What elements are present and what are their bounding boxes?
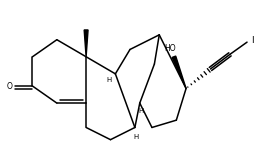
Text: H: H: [138, 108, 144, 114]
Text: H: H: [106, 78, 111, 84]
Polygon shape: [172, 56, 186, 89]
Polygon shape: [84, 30, 88, 57]
Text: HO: HO: [164, 44, 176, 53]
Text: H: H: [133, 134, 139, 140]
Text: O: O: [6, 82, 12, 91]
Text: I: I: [251, 36, 253, 45]
